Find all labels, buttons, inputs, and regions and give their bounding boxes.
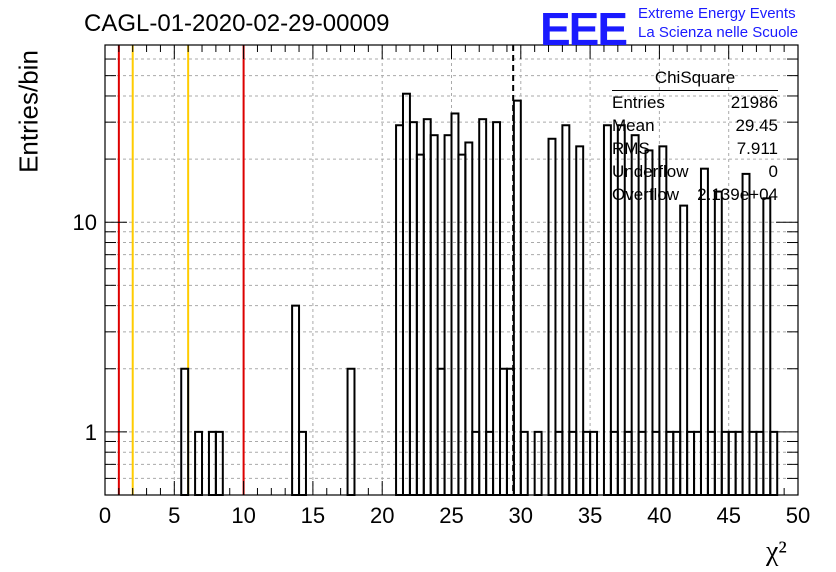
stats-box: ChiSquare Entries 21986 Mean 29.45 RMS 7… — [612, 68, 778, 208]
histogram-bin — [408, 121, 418, 496]
histogram-bin — [450, 112, 460, 496]
stats-value: 29.45 — [735, 116, 778, 135]
stats-label: Underflow — [612, 162, 689, 181]
x-tick-label: 10 — [231, 503, 255, 528]
stats-title: ChiSquare — [612, 68, 778, 91]
x-tick-label: 30 — [509, 503, 533, 528]
stats-label: Entries — [612, 93, 665, 112]
x-tick-label: 50 — [786, 503, 810, 528]
x-tick-label: 25 — [439, 503, 463, 528]
x-tick-label: 0 — [99, 503, 111, 528]
eee-logo: EEE — [540, 3, 628, 55]
stats-value: 0 — [768, 162, 778, 181]
histogram-bin — [679, 204, 689, 496]
histogram-bin — [401, 92, 411, 496]
histogram-bin — [478, 118, 488, 496]
x-tick-label: 5 — [168, 503, 180, 528]
stats-row-underflow: Underflow 0 — [612, 162, 778, 185]
stats-label: Overflow — [612, 185, 680, 204]
logo-caption: Extreme Energy Events La Scienza nelle S… — [638, 4, 798, 42]
stats-value: 2.139e+04 — [697, 185, 778, 204]
x-tick-label: 15 — [301, 503, 325, 528]
histogram-bin — [561, 124, 571, 496]
stats-value: 21986 — [730, 93, 778, 112]
x-tick-label: 35 — [578, 503, 602, 528]
stats-row-overflow: Overflow 2.139e+04 — [612, 185, 778, 208]
stats-value: 7.911 — [736, 139, 778, 158]
y-axis-label: Entries/bin — [13, 50, 44, 173]
y-tick-label: 10 — [73, 210, 97, 235]
chart-title: CAGL-01-2020-02-29-00009 — [84, 10, 390, 37]
histogram-bin — [512, 99, 522, 497]
histogram-bin — [492, 121, 502, 496]
histogram-bin — [602, 124, 612, 496]
histogram-bin — [291, 304, 301, 496]
logo-caption-line1: Extreme Energy Events — [638, 5, 796, 22]
stats-label: Mean — [612, 116, 655, 135]
histogram-bin — [575, 145, 585, 497]
x-tick-label: 40 — [647, 503, 671, 528]
histogram-bin — [422, 118, 432, 496]
stats-row-rms: RMS 7.911 — [612, 139, 778, 162]
logo-caption-line2: La Scienza nelle Scuole — [638, 24, 799, 41]
stats-row-entries: Entries 21986 — [612, 93, 778, 116]
x-tick-label: 45 — [716, 503, 740, 528]
x-axis-label: χ² — [766, 536, 787, 567]
histogram-bin — [457, 153, 467, 497]
stats-label: RMS — [612, 139, 650, 158]
histogram-bin — [713, 190, 723, 496]
histogram-bin — [464, 141, 474, 496]
histogram-bin — [415, 153, 425, 497]
histogram-bin — [395, 124, 404, 496]
x-tick-label: 20 — [370, 503, 394, 528]
y-tick-label: 1 — [85, 420, 97, 445]
stats-row-mean: Mean 29.45 — [612, 116, 778, 139]
